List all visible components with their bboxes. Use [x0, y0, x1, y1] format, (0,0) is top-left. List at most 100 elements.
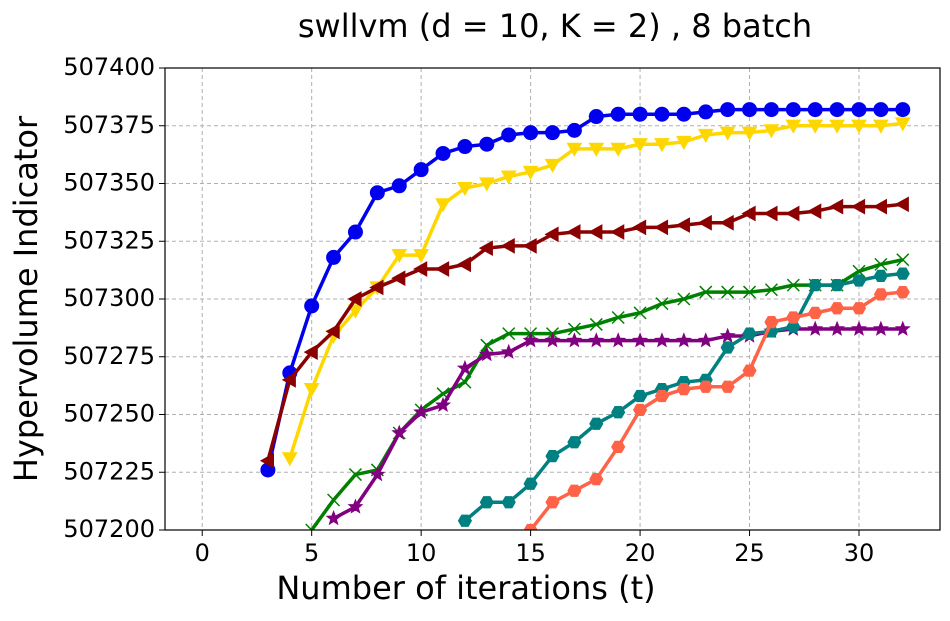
y-tick-label: 507250: [63, 400, 155, 428]
marker: [611, 406, 626, 419]
marker: [457, 182, 473, 197]
marker: [544, 226, 559, 243]
marker: [654, 389, 670, 403]
series-line: [310, 258, 904, 530]
marker: [435, 396, 452, 413]
marker: [391, 249, 408, 264]
marker: [697, 214, 712, 231]
marker: [894, 320, 911, 336]
marker: [785, 102, 801, 118]
y-tick-label: 507225: [63, 457, 155, 485]
marker: [303, 344, 318, 360]
marker: [632, 106, 648, 122]
marker: [698, 104, 714, 120]
marker: [391, 424, 408, 440]
marker: [653, 332, 670, 348]
marker: [610, 332, 627, 348]
marker: [588, 224, 603, 240]
y-tick-label: 507200: [63, 515, 155, 543]
marker: [303, 382, 320, 398]
marker: [830, 302, 845, 315]
marker: [566, 332, 583, 348]
marker: [676, 106, 692, 122]
marker: [478, 346, 495, 362]
marker: [478, 240, 493, 257]
marker: [808, 279, 823, 292]
x-tick-label: 0: [195, 539, 210, 567]
marker: [873, 269, 888, 283]
marker: [873, 119, 889, 134]
x-tick-label: 30: [844, 539, 875, 567]
marker: [523, 125, 539, 141]
marker: [347, 291, 362, 307]
marker: [588, 142, 605, 157]
marker: [675, 332, 692, 348]
marker: [523, 523, 538, 530]
marker: [807, 320, 824, 336]
marker: [500, 238, 515, 254]
marker: [895, 285, 910, 299]
plot-frame: [164, 67, 941, 531]
marker: [502, 327, 516, 341]
marker: [391, 270, 406, 287]
marker: [369, 466, 386, 482]
marker: [435, 261, 450, 277]
marker: [807, 102, 823, 118]
marker: [589, 473, 604, 486]
marker: [610, 224, 625, 240]
marker: [808, 306, 823, 319]
marker: [829, 198, 844, 215]
marker: [501, 127, 517, 143]
marker: [851, 302, 867, 315]
marker: [456, 359, 473, 376]
marker: [850, 198, 866, 215]
marker: [281, 452, 298, 467]
marker: [347, 304, 364, 319]
marker: [479, 496, 494, 509]
marker: [500, 343, 517, 359]
plot-area: [259, 102, 911, 530]
marker: [720, 102, 736, 118]
marker: [873, 102, 889, 118]
marker: [305, 523, 319, 530]
marker: [522, 332, 539, 348]
marker: [829, 119, 845, 134]
y-tick-label: 507300: [63, 284, 155, 312]
marker: [478, 177, 495, 192]
marker: [719, 327, 736, 343]
marker: [896, 253, 910, 267]
marker: [391, 178, 407, 194]
series-line: [266, 107, 903, 471]
marker: [763, 124, 780, 139]
marker: [830, 279, 845, 292]
series-line: [266, 202, 903, 462]
marker: [369, 279, 384, 296]
marker: [567, 322, 581, 336]
marker: [721, 285, 735, 299]
marker: [632, 138, 648, 153]
marker: [872, 320, 889, 336]
marker: [325, 510, 342, 526]
marker: [588, 332, 605, 348]
marker: [829, 320, 846, 336]
marker: [325, 323, 340, 340]
marker: [895, 102, 911, 118]
marker: [523, 477, 538, 490]
marker: [633, 306, 647, 320]
marker: [874, 257, 888, 271]
marker: [763, 102, 779, 118]
marker: [326, 249, 342, 265]
marker: [480, 338, 494, 352]
marker: [786, 311, 801, 324]
x-axis-label: Number of iterations (t): [276, 569, 655, 607]
marker: [872, 198, 887, 215]
marker: [259, 452, 274, 469]
marker: [894, 117, 911, 132]
marker: [654, 138, 670, 153]
y-tick-label: 507325: [63, 226, 155, 254]
marker: [632, 332, 649, 348]
marker: [743, 285, 757, 299]
marker: [435, 198, 451, 213]
marker: [741, 205, 756, 222]
